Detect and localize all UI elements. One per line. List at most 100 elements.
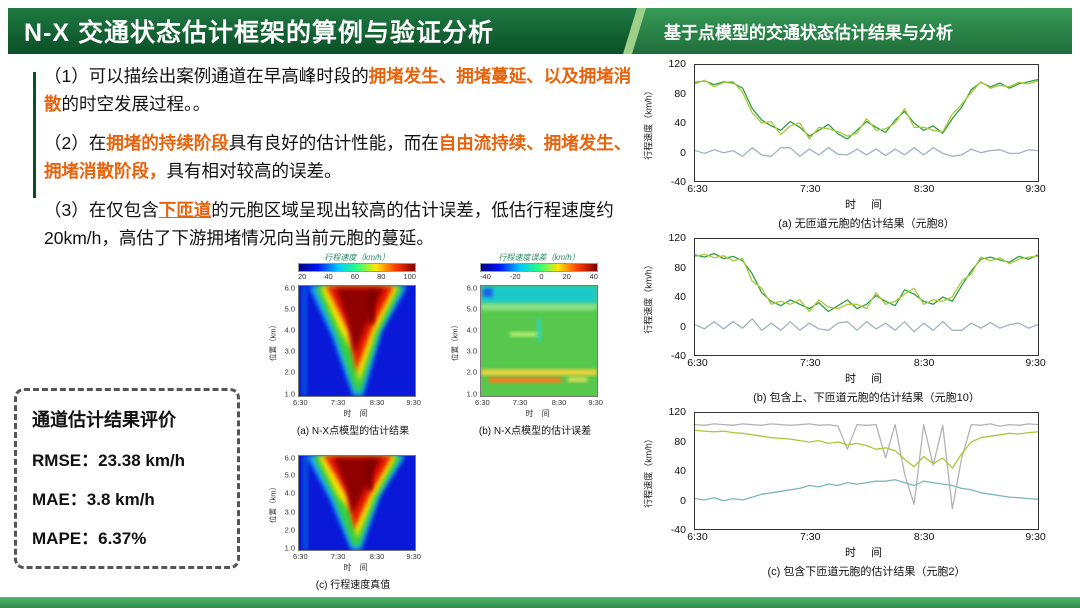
metric-rmse: RMSE：23.38 km/h (32, 446, 222, 471)
line-chart-cell10: 行程速度（km/h） 120 80 40 0 -40 6:30 7:30 8:30 9:30 … (640, 232, 1046, 405)
note-3: （3）在仅包含下匝道的元胞区域呈现出较高的估计误差，低估行程速度约20km/h，… (44, 196, 640, 252)
y-axis-ticks: 6.0 5.0 4.0 3.0 2.0 1.0 (460, 283, 480, 398)
y-axis-label: 行程速度（km/h） (643, 86, 654, 160)
x-axis-label: 时 间 (844, 199, 889, 211)
tick-label: 7:30 (512, 398, 528, 407)
metric-mae-label: MAE： (32, 490, 87, 509)
title-bar-left-block: N-X 交通状态估计框架的算例与验证分析 (8, 8, 642, 54)
tick-label: 5.0 (284, 304, 295, 314)
tick-label: 120 (668, 232, 686, 244)
metrics-box: 通道估计结果评价 RMSE：23.38 km/h MAE：3.8 km/h MA… (14, 388, 240, 569)
tick-label: 2.0 (284, 367, 295, 377)
tick-label: 100 (403, 272, 416, 281)
y-axis-label: 位置（km） (450, 321, 460, 361)
note-2-text-3: 具有相对较高的误差。 (166, 161, 342, 181)
tick-label: 4.0 (466, 325, 477, 335)
tick-label: 20 (298, 272, 307, 281)
plot-area (694, 238, 1039, 356)
metric-rmse-value: 23.38 km/h (98, 451, 186, 470)
colorbar-ticks: 20 40 60 80 100 (298, 272, 416, 282)
tick-label: 6:30 (475, 398, 490, 407)
tick-label: 80 (674, 435, 686, 448)
x-axis-ticks: 6:30 7:30 8:30 9:30 (687, 183, 1046, 196)
speed-heatmap-image (298, 285, 416, 397)
note-2: （2）在拥堵的持续阶段具有良好的估计性能，而在自由流持续、拥堵发生、拥堵消散阶段… (44, 129, 640, 185)
note-3-text: （3）在仅包含 (44, 200, 159, 220)
figure-caption: (a) N-X点模型的估计结果 (296, 426, 410, 437)
figure-caption: (c) 行程速度真值 (315, 580, 391, 591)
y-axis-label: 位置（km） (268, 483, 278, 523)
bottom-bar (0, 597, 1080, 608)
x-axis-label: 时 间 (343, 563, 371, 572)
x-axis-label: 时 间 (525, 409, 553, 418)
x-axis-label: 时 间 (343, 409, 371, 418)
tick-label: 8:30 (913, 531, 935, 543)
y-axis-label: 行程速度（km/h） (643, 434, 654, 508)
tick-label: -20 (509, 272, 521, 281)
plot-area (694, 412, 1039, 530)
tick-label: 7:30 (800, 531, 821, 543)
tick-label: 8:30 (913, 183, 935, 195)
analysis-notes: （1）可以描绘出案例通道在早高峰时段的拥堵发生、拥堵蔓延、以及拥堵消散的时空发展… (44, 62, 640, 263)
x-axis-ticks: 6:30 7:30 8:30 9:30 (687, 531, 1046, 544)
note-1-text: （1）可以描绘出案例通道在早高峰时段的 (44, 66, 369, 86)
tick-label: 9:30 (588, 398, 603, 407)
tick-label: -40 (670, 176, 686, 188)
tick-label: 3.0 (284, 346, 295, 356)
tick-label: -40 (670, 350, 686, 362)
tick-label: 40 (324, 272, 333, 281)
y-axis-ticks: 6.0 5.0 4.0 3.0 2.0 1.0 (278, 283, 298, 398)
colorbar (480, 263, 598, 272)
y-axis-ticks: 120 80 40 0 -40 (656, 232, 690, 362)
colorbar-title: 行程速度（km/h） (324, 253, 390, 262)
metric-mape-label: MAPE： (32, 529, 99, 548)
tick-label: 7:30 (800, 183, 821, 195)
tick-label: 9:30 (406, 398, 421, 407)
tick-label: 3.0 (284, 507, 295, 517)
x-axis-ticks: 6:30 7:30 8:30 9:30 (687, 357, 1046, 370)
metric-mae-value: 3.8 km/h (86, 490, 155, 509)
tick-label: 0 (680, 494, 686, 507)
tick-label: 40 (674, 117, 686, 129)
x-axis-ticks: 6:30 7:30 8:30 9:30 (293, 552, 421, 562)
note-1-text-2: 的时空发展过程。。 (61, 94, 211, 114)
tick-label: 20 (562, 272, 571, 281)
metric-mae: MAE：3.8 km/h (32, 485, 222, 510)
figure-caption: (b) N-X点模型的估计误差 (478, 426, 592, 437)
tick-label: 7:30 (800, 357, 821, 369)
tick-label: 3.0 (466, 346, 477, 356)
metrics-title: 通道估计结果评价 (32, 410, 176, 430)
tick-label: 0 (680, 146, 686, 159)
tick-label: 6.0 (284, 283, 295, 293)
tick-label: 6.0 (284, 453, 295, 463)
figure-caption: (c) 包含下匝道元胞的估计结果（元胞2） (767, 566, 966, 578)
metric-mape-value: 6.37% (98, 529, 147, 548)
tick-label: 6.0 (466, 283, 477, 293)
tick-label: 8:30 (369, 398, 385, 407)
tick-label: 1.0 (284, 543, 295, 553)
tick-label: 6:30 (687, 183, 708, 195)
colorbar-ticks: -40 -20 0 20 40 (480, 272, 598, 282)
tick-label: 60 (350, 272, 360, 281)
y-axis-ticks: 6.0 5.0 4.0 3.0 2.0 1.0 (278, 453, 298, 553)
tick-label: 9:30 (1025, 357, 1046, 369)
y-axis-label: 行程速度（km/h） (643, 260, 654, 334)
note-2-text: （2）在 (44, 133, 107, 153)
section-title: 基于点模型的交通状态估计结果与分析 (664, 23, 953, 43)
tick-label: 80 (377, 272, 386, 281)
tick-label: 40 (589, 272, 598, 281)
tick-label: 6:30 (687, 357, 708, 369)
tick-label: 6:30 (293, 398, 308, 407)
line-chart-cell8: 行程速度（km/h） 120 80 40 0 -40 6:30 7:30 8:30 9:30 … (640, 58, 1046, 231)
y-axis-ticks: 120 80 40 0 -40 (656, 406, 690, 536)
metric-rmse-label: RMSE： (32, 451, 99, 470)
note-2-text-2: 具有良好的估计性能，而在 (228, 133, 439, 153)
tick-label: 9:30 (1025, 183, 1046, 195)
tick-label: 40 (674, 291, 686, 303)
tick-label: -40 (480, 272, 491, 281)
tick-label: 9:30 (406, 552, 421, 561)
note-2-highlight-1: 拥堵的持续阶段 (106, 133, 229, 153)
figure-groundtruth-heatmap: 位置（km） 6.0 5.0 4.0 3.0 2.0 1.0 6:30 7 (268, 452, 438, 591)
note-2-highlight-2: 自由流持续、拥堵发生、拥堵消散阶段， (44, 133, 632, 181)
tick-label: 8:30 (913, 357, 935, 369)
